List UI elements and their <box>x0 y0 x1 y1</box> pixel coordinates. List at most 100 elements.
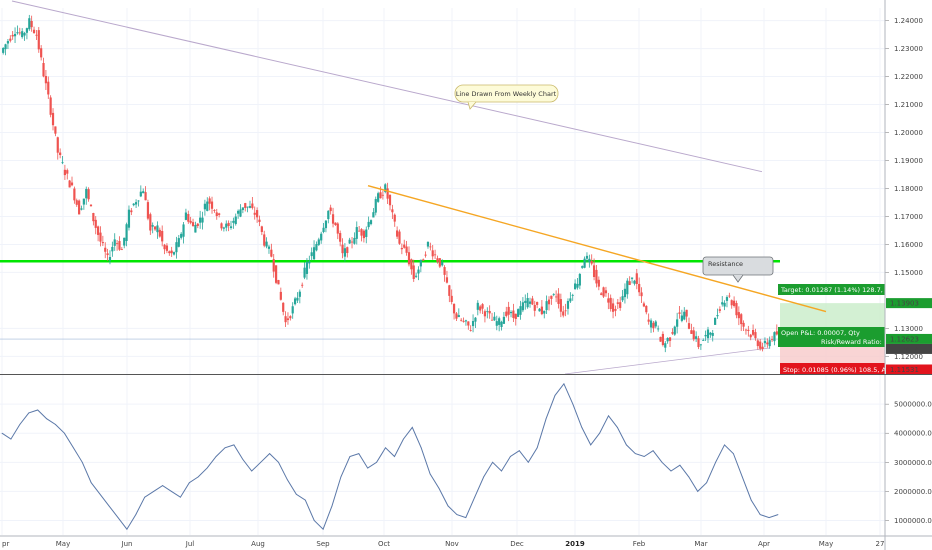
candle[interactable] <box>227 220 230 232</box>
candle[interactable] <box>445 270 449 284</box>
candle[interactable] <box>4 43 7 56</box>
candle[interactable] <box>118 236 121 251</box>
candle[interactable] <box>519 300 522 320</box>
candle[interactable] <box>75 198 78 207</box>
candle[interactable] <box>263 230 266 248</box>
candle[interactable] <box>403 239 406 249</box>
candle[interactable] <box>592 258 596 281</box>
candle[interactable] <box>101 235 104 247</box>
candle[interactable] <box>697 335 700 350</box>
candle[interactable] <box>500 320 503 331</box>
candle[interactable] <box>585 252 589 263</box>
candle[interactable] <box>749 333 752 341</box>
candle[interactable] <box>761 342 764 352</box>
candle[interactable] <box>498 316 501 332</box>
candle[interactable] <box>215 208 218 220</box>
candle[interactable] <box>590 254 593 266</box>
candle[interactable] <box>49 95 52 118</box>
candle[interactable] <box>153 225 157 231</box>
candle[interactable] <box>194 221 197 233</box>
candle[interactable] <box>505 306 508 318</box>
candle[interactable] <box>483 309 487 323</box>
candle[interactable] <box>386 182 389 204</box>
candle[interactable] <box>431 244 434 260</box>
candle[interactable] <box>201 211 204 230</box>
resistance-callout[interactable]: Resistance <box>702 256 774 283</box>
candle[interactable] <box>132 203 135 207</box>
stop-price-tag[interactable]: 1.11531 <box>886 364 932 375</box>
candle[interactable] <box>559 293 562 318</box>
candle[interactable] <box>588 254 591 268</box>
candle[interactable] <box>78 199 81 215</box>
candle[interactable] <box>208 196 211 211</box>
target-price-tag[interactable]: 1.13903 <box>886 298 932 309</box>
candle[interactable] <box>125 222 128 247</box>
candle[interactable] <box>308 255 311 269</box>
candle[interactable] <box>600 292 603 296</box>
candle[interactable] <box>244 202 247 212</box>
indicator-pane[interactable] <box>1 382 779 531</box>
candle[interactable] <box>341 238 344 259</box>
candle[interactable] <box>175 236 178 259</box>
candle[interactable] <box>253 206 256 220</box>
candle[interactable] <box>68 179 71 188</box>
candle[interactable] <box>576 278 579 290</box>
candle[interactable] <box>16 25 19 35</box>
candle[interactable] <box>692 326 695 342</box>
candle[interactable] <box>265 237 268 249</box>
candle[interactable] <box>225 220 228 232</box>
candle[interactable] <box>267 244 271 254</box>
candle[interactable] <box>685 309 688 323</box>
candle[interactable] <box>538 308 541 312</box>
candle[interactable] <box>621 290 624 303</box>
candle[interactable] <box>678 306 681 319</box>
candle[interactable] <box>149 212 152 235</box>
candle[interactable] <box>37 27 40 53</box>
candle[interactable] <box>170 246 173 257</box>
candle[interactable] <box>11 31 14 40</box>
candle[interactable] <box>130 208 133 216</box>
candle[interactable] <box>303 262 306 280</box>
candle[interactable] <box>222 226 225 232</box>
candle[interactable] <box>279 287 282 301</box>
candle[interactable] <box>291 302 294 319</box>
candle[interactable] <box>396 226 399 240</box>
candle[interactable] <box>723 300 726 311</box>
candle[interactable] <box>716 308 719 319</box>
candle[interactable] <box>317 237 320 247</box>
candle[interactable] <box>462 317 465 323</box>
candle[interactable] <box>564 303 567 317</box>
candle[interactable] <box>391 204 394 220</box>
candle[interactable] <box>426 241 430 249</box>
candle[interactable] <box>488 305 491 319</box>
candle[interactable] <box>393 213 396 227</box>
candle[interactable] <box>358 226 361 232</box>
candle[interactable] <box>604 286 608 297</box>
candle[interactable] <box>59 148 62 159</box>
candle[interactable] <box>481 303 484 314</box>
candle[interactable] <box>742 320 745 331</box>
candle[interactable] <box>628 276 631 286</box>
candle[interactable] <box>521 297 524 313</box>
candle[interactable] <box>51 108 55 131</box>
candle[interactable] <box>108 250 112 265</box>
candle[interactable] <box>517 308 520 317</box>
candle[interactable] <box>40 45 43 61</box>
candle[interactable] <box>740 313 743 332</box>
candle[interactable] <box>443 265 446 282</box>
candle[interactable] <box>438 258 441 269</box>
candle[interactable] <box>657 325 660 332</box>
candle[interactable] <box>2 47 5 55</box>
candle[interactable] <box>134 199 138 209</box>
candle[interactable] <box>619 296 622 311</box>
candle[interactable] <box>607 292 610 310</box>
candle[interactable] <box>659 336 662 342</box>
candle[interactable] <box>137 200 140 207</box>
candle[interactable] <box>642 301 646 308</box>
candle[interactable] <box>555 290 558 303</box>
candle[interactable] <box>106 248 109 261</box>
candle[interactable] <box>9 35 12 43</box>
candle[interactable] <box>218 212 221 218</box>
candle[interactable] <box>28 14 31 31</box>
